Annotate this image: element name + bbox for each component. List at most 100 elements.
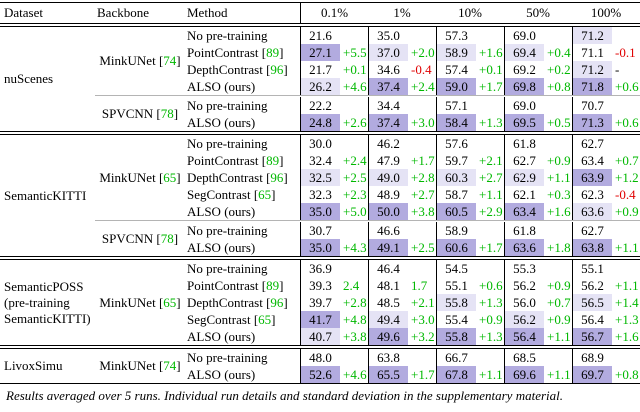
score-cell: 59.0 bbox=[436, 78, 476, 95]
score-cell: 58.9 bbox=[436, 222, 476, 239]
diff-cell: +1.6 bbox=[547, 203, 571, 219]
score-cell: 46.6 bbox=[368, 222, 408, 239]
backbone-name: MinkUNet bbox=[99, 358, 156, 373]
diff-cell: +0.6 bbox=[615, 78, 639, 94]
score-cell: 32.4 bbox=[300, 152, 340, 169]
diff-cell: +0.3 bbox=[547, 186, 571, 202]
score-cell: 36.9 bbox=[300, 260, 340, 277]
backbone-name: MinkUNet bbox=[99, 53, 156, 68]
score-cell: 62.7 bbox=[572, 135, 612, 152]
backbone-label: MinkUNet [65] bbox=[99, 294, 181, 310]
diff-cell bbox=[612, 222, 640, 239]
diff-cell bbox=[408, 260, 436, 277]
diff-cell: +0.1 bbox=[343, 61, 367, 77]
method-name: No pre-training bbox=[187, 27, 268, 43]
diff-cell: +2.8 bbox=[343, 294, 367, 310]
method-label: No pre-training bbox=[185, 260, 300, 277]
diff-cell bbox=[612, 260, 640, 277]
diff-cell: +3.2 bbox=[411, 328, 435, 344]
score-cell: 47.9 bbox=[368, 152, 408, 169]
score-cell: 69.5 bbox=[504, 114, 544, 131]
score-cell: 69.8 bbox=[504, 78, 544, 95]
diff-cell: +5.5 bbox=[343, 44, 367, 60]
results-table: Dataset Backbone Method 0.1% 1% 10% 50% … bbox=[0, 2, 640, 384]
method-name: PointContrast bbox=[187, 277, 259, 293]
diff-cell: +3.8 bbox=[411, 203, 435, 219]
diff-cell: -0.4 bbox=[615, 186, 636, 202]
diff-cell: +2.5 bbox=[343, 169, 367, 185]
score-cell: 69.0 bbox=[504, 97, 544, 114]
diff-cell: +1.3 bbox=[479, 114, 503, 130]
col-header-dataset: Dataset bbox=[4, 5, 43, 20]
score-cell: 32.3 bbox=[300, 186, 340, 203]
diff-cell bbox=[612, 27, 640, 44]
diff-cell bbox=[340, 135, 368, 152]
method-name: DepthContrast bbox=[187, 169, 263, 185]
method-name: No pre-training bbox=[187, 135, 268, 151]
diff-cell: +0.9 bbox=[547, 311, 571, 327]
score-cell: 30.7 bbox=[300, 222, 340, 239]
diff-cell bbox=[612, 135, 640, 152]
method-name: DepthContrast bbox=[187, 61, 263, 77]
score-cell: 71.8 bbox=[572, 78, 612, 95]
diff-cell: +1.7 bbox=[411, 366, 435, 382]
cite-number: 74 bbox=[163, 53, 177, 68]
score-cell: 60.3 bbox=[436, 169, 476, 186]
score-cell: 52.6 bbox=[300, 366, 340, 383]
diff-cell: +1.6 bbox=[479, 44, 503, 60]
method-name: ALSO (ours) bbox=[187, 328, 256, 344]
diff-cell: +4.8 bbox=[343, 311, 367, 327]
diff-cell: +0.2 bbox=[547, 61, 571, 77]
backbone-label: SPVCNN [78] bbox=[101, 231, 179, 246]
method-label: ALSO (ours) bbox=[185, 78, 300, 95]
col-header-50pct: 50% bbox=[526, 5, 550, 20]
score-cell: 37.4 bbox=[368, 78, 408, 95]
cite-number: 74 bbox=[163, 358, 177, 373]
method-label: DepthContrast [96] bbox=[187, 294, 288, 310]
diff-cell: +1.7 bbox=[479, 78, 503, 94]
backbone-label: SPVCNN [78] bbox=[101, 106, 179, 121]
score-cell: 63.8 bbox=[368, 349, 408, 366]
cite-number: 96 bbox=[270, 294, 284, 310]
score-cell: 60.5 bbox=[436, 203, 476, 220]
diff-cell: +3.8 bbox=[343, 328, 367, 344]
diff-cell bbox=[408, 27, 436, 44]
score-cell: 65.5 bbox=[368, 366, 408, 383]
diff-cell bbox=[340, 349, 368, 366]
score-cell: 49.4 bbox=[368, 311, 408, 328]
cite-number: 65 bbox=[258, 311, 272, 327]
diff-cell: +0.8 bbox=[547, 78, 571, 94]
score-cell: 26.2 bbox=[300, 78, 340, 95]
header-separator-rule bbox=[0, 23, 640, 27]
dataset-label: SemanticKITTI bbox=[0, 135, 95, 256]
diff-cell: 2.4 bbox=[343, 277, 360, 293]
backbone-label: MinkUNet [74] bbox=[99, 53, 181, 68]
method-name: No pre-training bbox=[187, 260, 268, 276]
diff-cell: +2.0 bbox=[411, 44, 435, 60]
diff-cell: +1.7 bbox=[411, 152, 435, 168]
score-cell: 39.3 bbox=[300, 277, 340, 294]
diff-cell bbox=[476, 349, 504, 366]
diff-cell: +4.3 bbox=[343, 239, 367, 255]
method-label: DepthContrast [96] bbox=[187, 169, 288, 185]
diff-cell: +1.1 bbox=[615, 239, 639, 255]
method-label: No pre-training bbox=[185, 349, 300, 366]
score-cell: 56.2 bbox=[572, 277, 612, 294]
diff-cell: +1.2 bbox=[615, 169, 639, 185]
diff-cell: +2.8 bbox=[411, 169, 435, 185]
dataset-line: (pre-training bbox=[4, 294, 70, 310]
score-cell: 21.7 bbox=[300, 61, 340, 78]
score-cell: 54.5 bbox=[436, 260, 476, 277]
score-cell: 58.4 bbox=[436, 114, 476, 131]
score-cell: 69.4 bbox=[504, 44, 544, 61]
backbone-label: MinkUNet [74] bbox=[99, 358, 181, 373]
score-cell: 62.1 bbox=[504, 186, 544, 203]
method-name: No pre-training bbox=[187, 97, 268, 113]
dataset-line: SemanticPOSS bbox=[4, 278, 84, 294]
score-cell: 30.0 bbox=[300, 135, 340, 152]
diff-cell: +2.9 bbox=[479, 203, 503, 219]
score-cell: 41.7 bbox=[300, 311, 340, 328]
score-cell: 69.0 bbox=[504, 27, 544, 44]
col-header-method: Method bbox=[187, 5, 228, 20]
score-cell: 48.9 bbox=[368, 186, 408, 203]
